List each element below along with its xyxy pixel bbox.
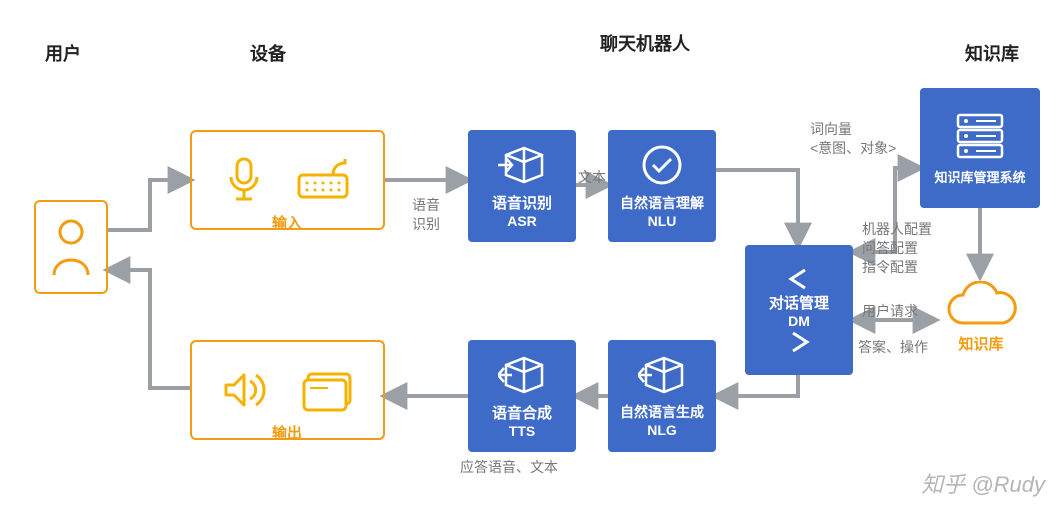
node-tts: 语音合成 TTS (468, 340, 576, 452)
node-nlg: 自然语言生成 NLG (608, 340, 716, 452)
dm-title: 对话管理 (769, 292, 829, 313)
keyboard-icon (293, 157, 353, 203)
label-answer: 答案、操作 (858, 338, 928, 357)
kbmgr-title: 知识库管理系统 (934, 167, 1025, 186)
edge-user-to-input (108, 180, 190, 230)
node-dm: 对话管理 DM (745, 245, 853, 375)
label-user-req: 用户请求 (862, 302, 918, 321)
mic-icon (223, 155, 265, 205)
person-icon (48, 217, 94, 277)
label-asr: 语音 识别 (412, 196, 440, 234)
label-vector: 词向量 <意图、对象> (810, 120, 896, 158)
cube-out-icon (638, 354, 686, 396)
caption-input: 输入 (272, 212, 302, 233)
watermark: 知乎 @Rudy (921, 467, 1045, 499)
asr-sub: ASR (507, 213, 537, 229)
server-icon (952, 111, 1008, 161)
check-circle-icon (640, 143, 684, 187)
node-asr: 语音识别 ASR (468, 130, 576, 242)
edge-nlu-to-dm (716, 170, 798, 245)
cube-in-icon (498, 144, 546, 186)
chevrons-icon-2 (783, 331, 815, 353)
dm-sub: DM (788, 313, 810, 329)
caption-output: 输出 (272, 422, 302, 443)
label-text: 文本 (578, 168, 606, 187)
nlg-sub: NLG (647, 422, 677, 438)
tts-title: 语音合成 (492, 402, 552, 423)
edge-output-to-user (108, 270, 190, 388)
edge-dm-to-nlg (716, 375, 798, 396)
screen-icon (302, 368, 356, 412)
cube-out-icon-2 (498, 354, 546, 396)
node-user (34, 200, 108, 294)
label-config: 机器人配置 问答配置 指令配置 (862, 220, 932, 277)
label-tts-out: 应答语音、文本 (460, 458, 558, 477)
asr-title: 语音识别 (492, 192, 552, 213)
node-kbmgr: 知识库管理系统 (920, 88, 1040, 208)
nlg-title: 自然语言生成 (620, 402, 704, 422)
tts-sub: TTS (509, 423, 535, 439)
node-nlu: 自然语言理解 NLU (608, 130, 716, 242)
speaker-icon (220, 367, 274, 413)
cloud-icon (941, 281, 1021, 331)
nlu-sub: NLU (648, 213, 677, 229)
chevrons-icon (783, 268, 815, 290)
node-kb: 知识库 (935, 278, 1027, 356)
nlu-title: 自然语言理解 (620, 193, 704, 213)
kb-caption: 知识库 (958, 333, 1003, 354)
